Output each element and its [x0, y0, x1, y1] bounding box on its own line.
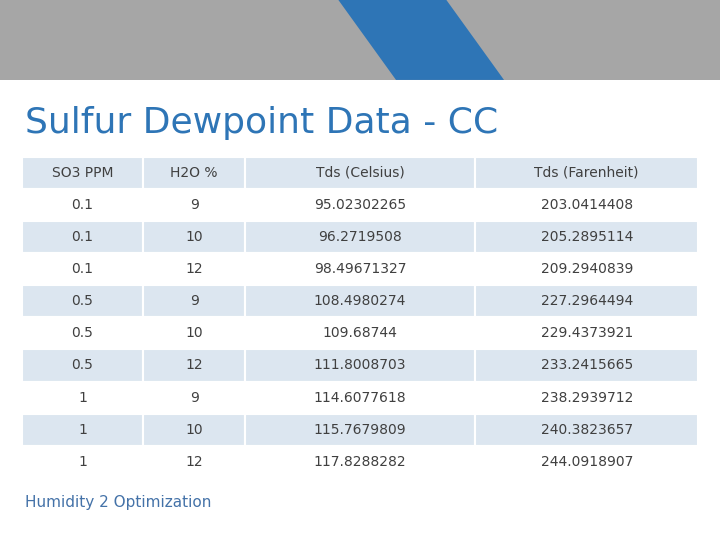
- Bar: [143, 318, 245, 349]
- Text: Tds (Celsius): Tds (Celsius): [315, 166, 405, 180]
- Bar: [475, 285, 698, 318]
- Bar: [143, 381, 245, 414]
- Bar: [143, 414, 245, 446]
- Text: 240.3823657: 240.3823657: [541, 423, 633, 437]
- Bar: [143, 446, 245, 478]
- Text: 96.2719508: 96.2719508: [318, 230, 402, 244]
- Text: 114.6077618: 114.6077618: [314, 390, 406, 404]
- Bar: [245, 414, 475, 446]
- Bar: [22, 285, 143, 318]
- Bar: [245, 157, 475, 189]
- Text: 0.1: 0.1: [71, 198, 94, 212]
- Text: 227.2964494: 227.2964494: [541, 294, 633, 308]
- Text: 115.7679809: 115.7679809: [314, 423, 406, 437]
- Text: 12: 12: [185, 262, 203, 276]
- Text: 238.2939712: 238.2939712: [541, 390, 633, 404]
- Text: 98.49671327: 98.49671327: [314, 262, 406, 276]
- Bar: [475, 381, 698, 414]
- Text: 0.1: 0.1: [71, 262, 94, 276]
- Text: 109.68744: 109.68744: [323, 326, 397, 340]
- Text: Tds (Farenheit): Tds (Farenheit): [534, 166, 639, 180]
- Bar: [475, 157, 698, 189]
- Bar: [22, 318, 143, 349]
- Text: 0.5: 0.5: [71, 294, 94, 308]
- Bar: [475, 221, 698, 253]
- Bar: [475, 349, 698, 382]
- Text: 117.8288282: 117.8288282: [314, 455, 406, 469]
- Text: Humidity 2 Optimization: Humidity 2 Optimization: [25, 495, 212, 510]
- Bar: [245, 318, 475, 349]
- Bar: [475, 189, 698, 221]
- Text: 9: 9: [190, 294, 199, 308]
- Text: 1: 1: [78, 390, 87, 404]
- Bar: [143, 221, 245, 253]
- Text: 108.4980274: 108.4980274: [314, 294, 406, 308]
- Bar: [475, 253, 698, 285]
- Text: 10: 10: [185, 326, 203, 340]
- Text: 10: 10: [185, 230, 203, 244]
- Bar: [22, 446, 143, 478]
- Bar: [245, 446, 475, 478]
- Bar: [22, 221, 143, 253]
- Text: 233.2415665: 233.2415665: [541, 359, 633, 373]
- Text: SO3 PPM: SO3 PPM: [52, 166, 113, 180]
- Text: 9: 9: [190, 198, 199, 212]
- Bar: [475, 414, 698, 446]
- Text: 10: 10: [185, 423, 203, 437]
- Text: 12: 12: [185, 359, 203, 373]
- Bar: [143, 349, 245, 382]
- Bar: [22, 349, 143, 382]
- Text: 1: 1: [78, 423, 87, 437]
- Bar: [245, 253, 475, 285]
- Text: 95.02302265: 95.02302265: [314, 198, 406, 212]
- Text: 205.2895114: 205.2895114: [541, 230, 633, 244]
- Bar: [22, 157, 143, 189]
- Bar: [143, 157, 245, 189]
- Bar: [245, 285, 475, 318]
- Text: 0.1: 0.1: [71, 230, 94, 244]
- Bar: [143, 189, 245, 221]
- Bar: [22, 189, 143, 221]
- Bar: [22, 381, 143, 414]
- Text: 111.8008703: 111.8008703: [314, 359, 406, 373]
- Bar: [245, 381, 475, 414]
- Bar: [475, 446, 698, 478]
- Bar: [475, 318, 698, 349]
- Bar: [22, 414, 143, 446]
- Text: 0.5: 0.5: [71, 326, 94, 340]
- Bar: [245, 189, 475, 221]
- Polygon shape: [338, 0, 504, 80]
- Text: 1: 1: [78, 455, 87, 469]
- Bar: [245, 349, 475, 382]
- Bar: [143, 285, 245, 318]
- Bar: [143, 253, 245, 285]
- Text: 209.2940839: 209.2940839: [541, 262, 633, 276]
- Bar: [22, 253, 143, 285]
- Text: 12: 12: [185, 455, 203, 469]
- Text: H2O %: H2O %: [171, 166, 218, 180]
- Text: 229.4373921: 229.4373921: [541, 326, 633, 340]
- Text: 9: 9: [190, 390, 199, 404]
- Text: 203.0414408: 203.0414408: [541, 198, 633, 212]
- Text: Sulfur Dewpoint Data - CC: Sulfur Dewpoint Data - CC: [25, 106, 498, 140]
- Bar: [245, 221, 475, 253]
- Text: 244.0918907: 244.0918907: [541, 455, 633, 469]
- Text: 0.5: 0.5: [71, 359, 94, 373]
